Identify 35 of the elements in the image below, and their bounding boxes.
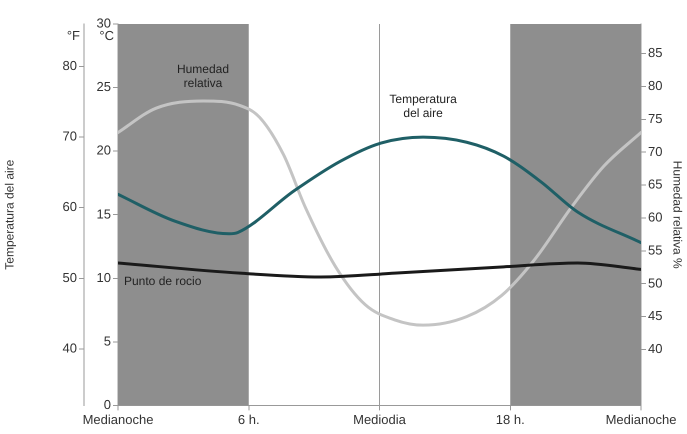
y-tick-label: 15 (96, 206, 111, 222)
x-tick-label: 18 h. (496, 412, 525, 427)
text: °C (99, 28, 114, 43)
x-tick-label: Mediodia (353, 412, 407, 427)
series-label: Temperatura del aire (389, 92, 458, 120)
x-tick-label: Medianoche (606, 412, 676, 427)
y3-tick-label: 60 (62, 199, 77, 214)
y2-tick-label: 60 (648, 210, 662, 225)
y3-tick-label: 80 (62, 58, 77, 73)
y2-tick-label: 85 (648, 45, 662, 60)
series-label: Punto de rocio (124, 274, 202, 288)
y2-tick-label: 65 (648, 176, 662, 192)
y-tick-label: 10 (96, 270, 111, 285)
y-axis-title: Temperatura del aire (2, 159, 17, 270)
y2-tick-label: 75 (648, 110, 662, 126)
y2-tick-label: 50 (648, 275, 662, 290)
series-label: Humedad relativa (176, 62, 230, 90)
x-tick-label: 6 h. (238, 412, 260, 427)
y2-axis-title: Humedad relativa % (670, 160, 684, 270)
y2-tick-label: 80 (648, 78, 662, 94)
y2-tick-label: 40 (648, 341, 662, 356)
y-tick-label: 0 (104, 396, 111, 412)
y2-tick-label: 70 (648, 144, 662, 159)
y2-tick-label: 45 (648, 308, 662, 324)
y3-tick-label: 40 (62, 340, 77, 356)
y-tick-label: 25 (96, 79, 111, 94)
y3-tick-label: 70 (62, 128, 77, 144)
y3-tick-label: 50 (62, 270, 77, 285)
y-tick-label: 30 (96, 16, 111, 31)
y2-tick-label: 55 (648, 242, 662, 258)
line-series (118, 136, 641, 244)
y-tick-label: 20 (96, 142, 111, 158)
y-tick-label: 5 (104, 333, 111, 348)
text: °F (66, 28, 80, 43)
x-tick-label: Medianoche (82, 412, 154, 427)
